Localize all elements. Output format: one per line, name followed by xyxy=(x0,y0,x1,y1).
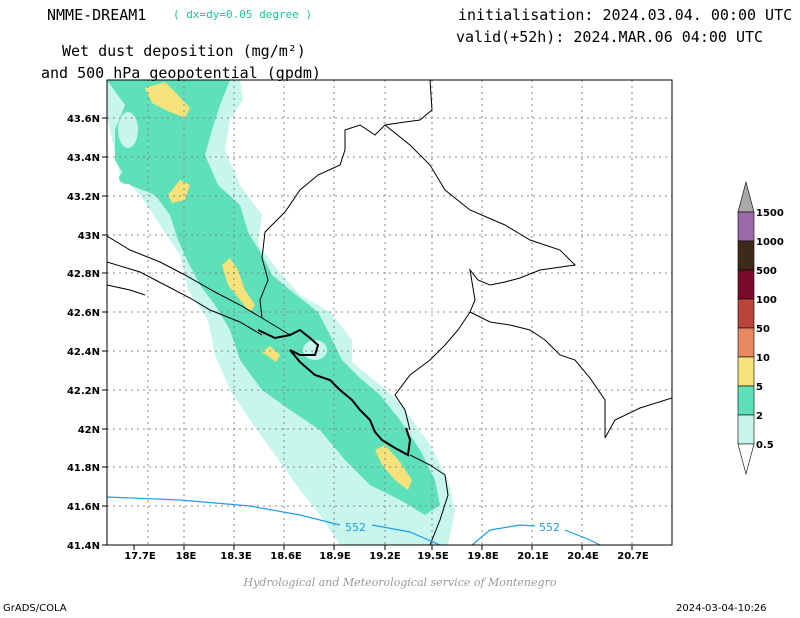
lon-tick-label: 18.3E xyxy=(220,551,252,562)
variable-title-line1: Wet dust deposition (mg/m²) xyxy=(62,42,306,60)
lat-tick-label: 43.2N xyxy=(67,192,100,203)
initialisation-time: initialisation: 2024.03.04. 00:00 UTC xyxy=(458,6,793,24)
lat-tick-label: 41.6N xyxy=(67,502,100,513)
software-label: GrADS/COLA xyxy=(3,603,67,614)
colorbar-label: 100 xyxy=(756,295,777,306)
dust-band-5 xyxy=(222,258,255,312)
border-line xyxy=(107,235,291,336)
colorbar-bottom-arrow xyxy=(737,443,755,476)
border-line xyxy=(384,124,577,313)
coastline xyxy=(257,328,412,457)
lat-tick-label: 41.8N xyxy=(67,463,100,474)
latitude-labels: 43.6N 43.4N 43.2N 43N 42.8N 42.6N 42.4N … xyxy=(67,114,100,552)
colorbar-label: 1500 xyxy=(756,208,784,219)
colorbar-label: 5 xyxy=(756,382,763,393)
model-name: NMME-DREAM1 xyxy=(47,6,147,24)
lat-tick-label: 42.4N xyxy=(67,347,100,358)
border-line xyxy=(394,311,471,431)
lat-tick-label: 42.2N xyxy=(67,386,100,397)
lon-tick-label: 20.1E xyxy=(517,551,549,562)
colorbar-swatch-50 xyxy=(737,298,755,329)
colorbar-top-arrow xyxy=(737,180,755,213)
lat-tick-label: 43N xyxy=(78,231,100,242)
border-line xyxy=(107,261,263,336)
border-line xyxy=(469,311,606,438)
lat-tick-label: 42N xyxy=(78,425,100,436)
colorbar-label: 2 xyxy=(756,411,763,422)
colorbar-swatch-100 xyxy=(737,269,755,300)
lon-tick-label: 19.8E xyxy=(467,551,499,562)
border-line xyxy=(409,454,449,545)
colorbar-label: 500 xyxy=(756,266,777,277)
colorbar-swatch-0.5 xyxy=(737,414,755,445)
dust-band-5 xyxy=(262,346,280,362)
dust-band-5 xyxy=(168,180,190,203)
lat-tick-label: 41.4N xyxy=(67,541,100,552)
colorbar-swatch-500 xyxy=(737,240,755,271)
longitude-labels: 17.7E 18E 18.3E 18.6E 18.9E 19.2E 19.5E … xyxy=(124,551,649,562)
variable-title-line2: and 500 hPa geopotential (gpdm) xyxy=(41,64,321,82)
axis-ticks xyxy=(102,117,633,550)
dust-band-5 xyxy=(145,82,190,118)
geopotential-contour xyxy=(107,496,601,545)
lat-tick-label: 42.8N xyxy=(67,269,100,280)
colorbar-label: 1000 xyxy=(756,237,784,248)
dust-band-5 xyxy=(375,445,412,490)
border-line xyxy=(604,397,672,439)
border-line xyxy=(107,284,146,296)
graticule xyxy=(107,80,672,545)
colorbar-swatch-10 xyxy=(737,327,755,358)
colorbar-label: 0.5 xyxy=(756,440,774,451)
contour-label: 552 xyxy=(539,521,560,534)
colorbar-label: 10 xyxy=(756,353,770,364)
lon-tick-label: 20.7E xyxy=(617,551,649,562)
lat-tick-label: 43.4N xyxy=(67,153,100,164)
lon-tick-label: 17.7E xyxy=(124,551,156,562)
lon-tick-label: 19.2E xyxy=(369,551,401,562)
lat-tick-label: 42.6N xyxy=(67,308,100,319)
colorbar-swatch-5 xyxy=(737,356,755,387)
generation-timestamp: 2024-03-04-10:26 xyxy=(676,603,767,614)
model-resolution: ( dx=dy=0.05 degree ) xyxy=(173,8,313,21)
border-line xyxy=(259,80,433,319)
dust-gap xyxy=(118,112,138,148)
country-borders xyxy=(107,80,672,545)
valid-time: valid(+52h): 2024.MAR.06 04:00 UTC xyxy=(456,28,764,46)
contour-label: 552 xyxy=(345,521,366,534)
dust-gap xyxy=(119,172,135,184)
credit-line: Hydrological and Meteorological service … xyxy=(243,576,557,589)
lon-tick-label: 20.4E xyxy=(567,551,599,562)
lat-tick-label: 43.6N xyxy=(67,114,100,125)
colorbar-legend: 1500 1000 500 100 50 10 5 2 0.5 xyxy=(737,180,784,476)
lon-tick-label: 18.9E xyxy=(319,551,351,562)
lon-tick-label: 19.5E xyxy=(417,551,449,562)
lon-tick-label: 18E xyxy=(176,551,197,562)
colorbar-swatch-2 xyxy=(737,385,755,416)
colorbar-swatch-1000 xyxy=(737,211,755,242)
colorbar-label: 50 xyxy=(756,324,770,335)
lon-tick-label: 18.6E xyxy=(270,551,302,562)
